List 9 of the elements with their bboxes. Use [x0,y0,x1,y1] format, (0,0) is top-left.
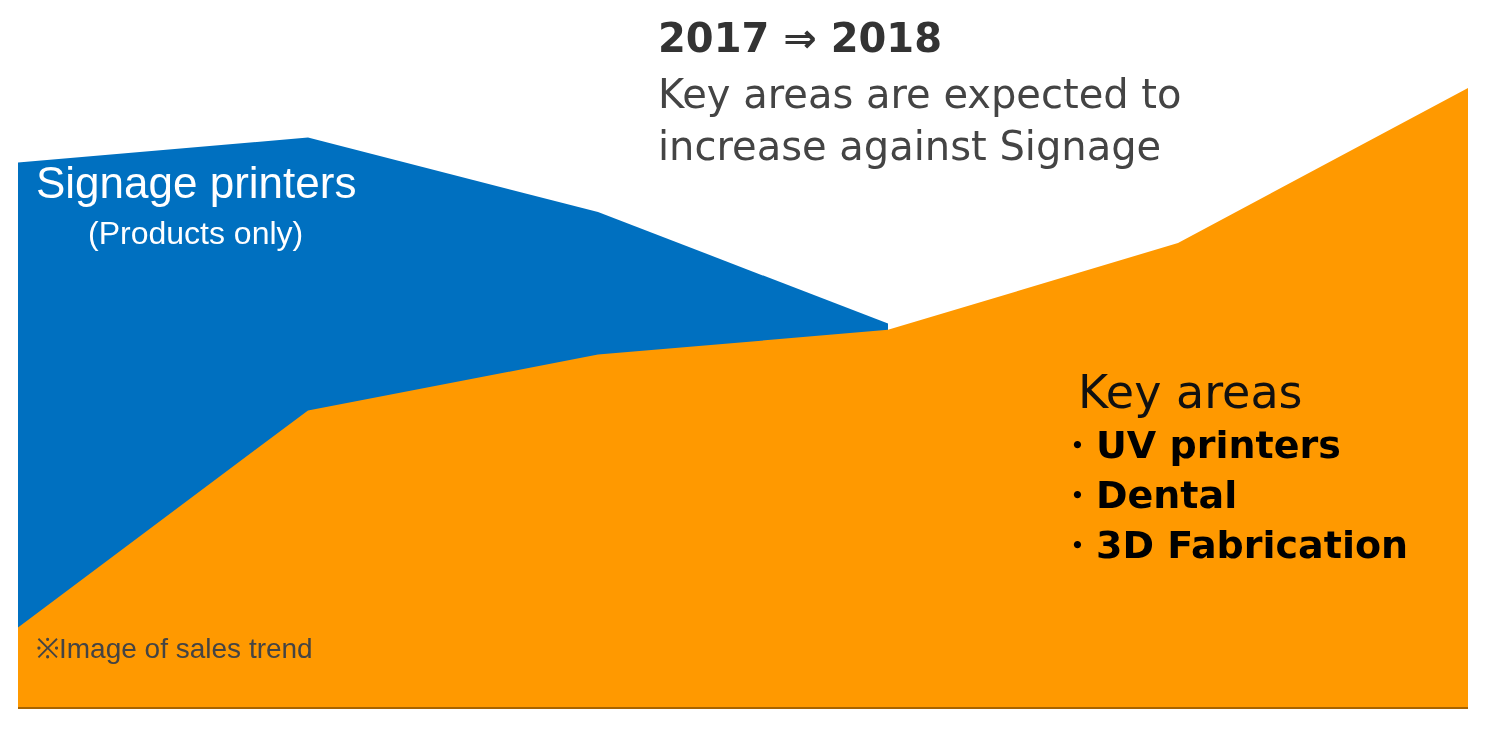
series-label: Signage printers [36,158,357,207]
annotation: ・UV printers [1058,423,1341,467]
annotation: ※Image of sales trend [36,633,313,664]
annotation: ・3D Fabrication [1058,523,1409,567]
series-label: Key areas [1078,365,1303,419]
annotation: ・Dental [1058,473,1238,517]
annotation: (Products only) [88,215,304,251]
chart-title: 2017 ⇒ 2018 [658,15,943,61]
chart-subtitle: Key areas are expected to increase against Signage [658,71,1182,169]
